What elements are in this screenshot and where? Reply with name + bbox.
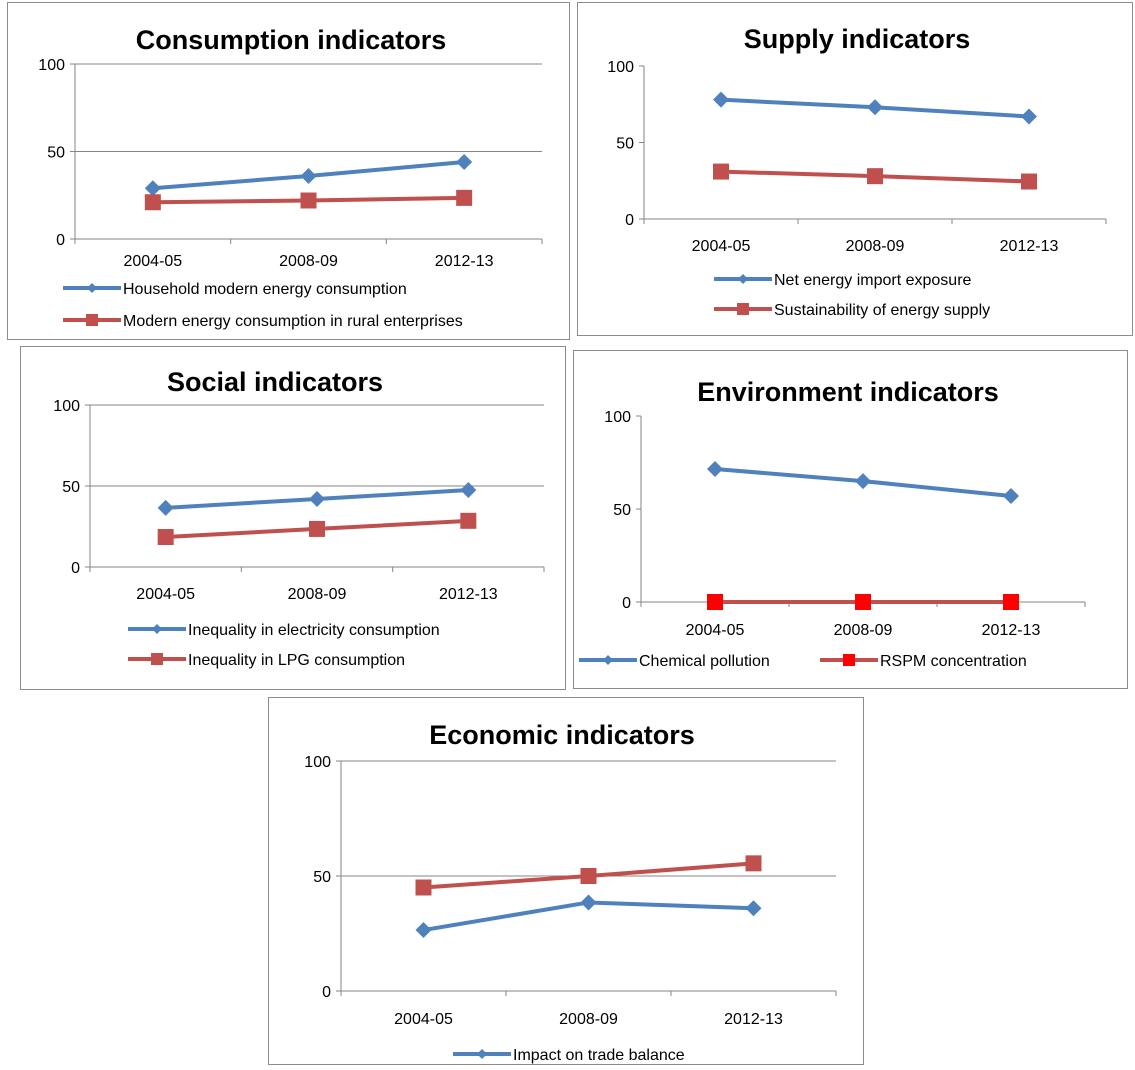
y-tick-label: 50 [62, 479, 80, 496]
legend-label-1: Impact on trade balance [513, 1047, 685, 1064]
x-tick-label: 2008-09 [279, 253, 338, 270]
y-tick-label: 0 [622, 595, 631, 612]
x-tick-label: 2004-05 [394, 1011, 453, 1028]
environment-chart-panel: Environment indicators 0 50 100 2004-05 2008-… [573, 350, 1128, 689]
economic-chart: Economic indicators 0 50 100 2004-05 2008-09 2… [304, 720, 837, 1064]
legend-marker-2 [737, 303, 749, 315]
data-point [300, 168, 317, 184]
data-point [745, 900, 762, 917]
data-point [144, 180, 161, 197]
data-point [456, 189, 473, 206]
y-tick-label: 50 [616, 136, 634, 153]
x-tick-label: 2004-05 [686, 622, 745, 639]
y-tick-label: 100 [607, 59, 634, 76]
data-point [713, 163, 729, 180]
data-point [144, 194, 161, 211]
economic-chart-title: Economic indicators [429, 720, 695, 750]
consumption-chart-title: Consumption indicators [136, 25, 447, 55]
social-chart-panel: Social indicators 0 50 100 2004-05 2008-09 201… [20, 346, 566, 690]
y-tick-label: 0 [625, 212, 634, 229]
legend-marker-2 [86, 314, 98, 326]
social-chart-title: Social indicators [167, 367, 383, 397]
x-tick-label: 2012-13 [435, 253, 494, 270]
y-tick-label: 0 [56, 232, 65, 249]
data-point [456, 154, 473, 170]
data-point [707, 594, 723, 610]
data-point [580, 868, 597, 884]
legend-marker-2 [843, 654, 855, 666]
legend-marker-1 [603, 655, 613, 665]
consumption-chart: Consumption indicators 0 50 100 2004-05 2008-… [38, 25, 543, 330]
data-point [460, 482, 477, 499]
economic-chart-panel: Economic indicators 0 50 100 2004-05 2008-09 2… [268, 697, 864, 1065]
y-tick-label: 100 [304, 754, 331, 771]
data-point [415, 922, 432, 939]
x-tick-label: 2008-09 [834, 622, 893, 639]
legend-marker-1 [738, 274, 748, 284]
data-point [157, 529, 174, 546]
y-tick-label: 100 [604, 409, 631, 426]
x-tick-label: 2012-13 [724, 1011, 783, 1028]
data-point [855, 473, 871, 490]
data-point [745, 855, 762, 872]
supply-chart-title: Supply indicators [744, 24, 971, 54]
y-tick-label: 50 [613, 502, 631, 519]
legend-marker-1 [87, 283, 97, 293]
legend-marker-1 [477, 1049, 487, 1059]
x-tick-label: 2012-13 [1000, 238, 1059, 255]
legend-marker-1 [152, 624, 162, 634]
data-point [309, 520, 325, 537]
data-point [309, 490, 325, 507]
environment-chart: Environment indicators 0 50 100 2004-05 2008-… [579, 377, 1086, 670]
data-point [157, 499, 174, 516]
legend-label-1: Chemical pollution [639, 653, 770, 670]
data-point [713, 91, 729, 108]
legend-label-2: Modern energy consumption in rural enter… [123, 313, 463, 330]
data-point [580, 894, 597, 911]
data-point [867, 168, 883, 185]
y-tick-label: 0 [71, 560, 80, 577]
consumption-chart-panel: Consumption indicators 0 50 100 2004-05 2008-… [7, 2, 570, 340]
data-point [1003, 594, 1019, 610]
data-point [1003, 487, 1019, 504]
data-point [855, 594, 871, 610]
data-point [460, 512, 477, 529]
y-tick-label: 50 [313, 869, 331, 886]
x-tick-label: 2004-05 [692, 238, 751, 255]
x-tick-label: 2004-05 [123, 253, 182, 270]
supply-chart: Supply indicators 0 50 100 2004-05 2008-09 201… [607, 24, 1107, 319]
x-tick-label: 2004-05 [136, 586, 195, 603]
legend-label-1: Inequality in electricity consumption [188, 622, 440, 639]
y-tick-label: 0 [322, 984, 331, 1001]
x-tick-label: 2008-09 [846, 238, 905, 255]
data-point [1021, 173, 1037, 190]
legend-marker-2 [151, 653, 163, 665]
x-tick-label: 2012-13 [439, 586, 498, 603]
data-point [300, 192, 317, 209]
data-point [707, 461, 723, 478]
legend-label-2: RSPM concentration [880, 653, 1027, 670]
data-point [867, 99, 883, 116]
legend-label-1: Net energy import exposure [774, 272, 972, 289]
y-tick-label: 50 [47, 145, 65, 162]
data-point [415, 879, 432, 896]
y-tick-label: 100 [53, 398, 80, 415]
x-tick-label: 2008-09 [288, 586, 347, 603]
x-tick-label: 2012-13 [982, 622, 1041, 639]
legend-label-1: Household modern energy consumption [123, 281, 407, 298]
supply-chart-panel: Supply indicators 0 50 100 2004-05 2008-09 201… [577, 2, 1133, 336]
legend-label-2: Inequality in LPG consumption [188, 652, 405, 669]
y-tick-label: 100 [38, 57, 65, 74]
x-tick-label: 2008-09 [559, 1011, 618, 1028]
legend-label-2: Sustainability of energy supply [774, 302, 990, 319]
social-chart: Social indicators 0 50 100 2004-05 2008-09 201… [53, 367, 545, 669]
data-point [1021, 108, 1037, 125]
environment-chart-title: Environment indicators [697, 377, 999, 407]
